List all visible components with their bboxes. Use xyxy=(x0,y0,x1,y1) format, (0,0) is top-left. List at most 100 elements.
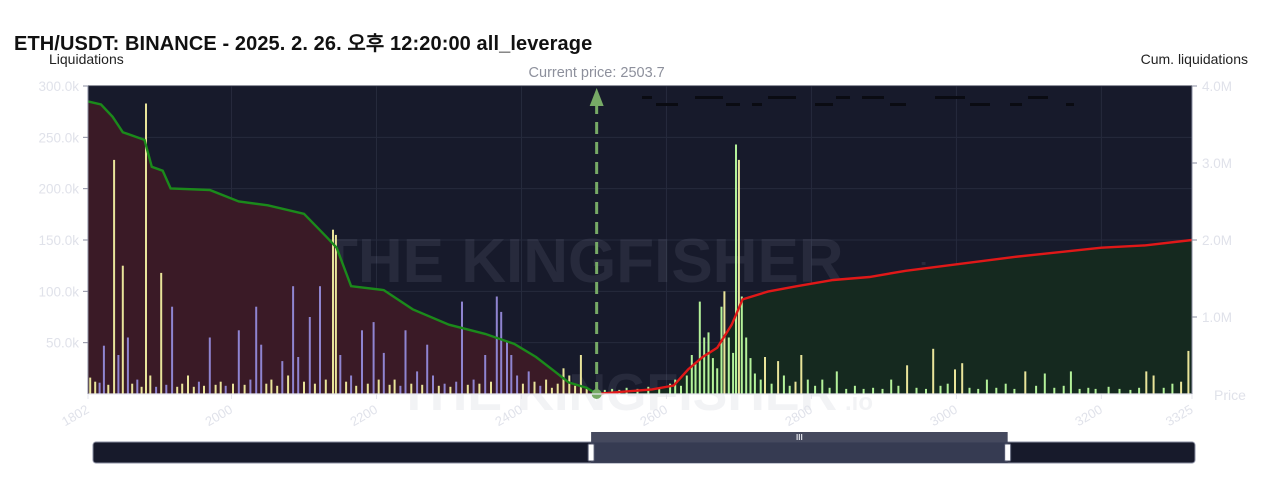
liquidation-bar xyxy=(556,383,559,394)
liquidation-bar xyxy=(828,387,831,394)
liquidation-bar xyxy=(1078,388,1081,394)
liquidation-bar xyxy=(113,159,116,394)
zoom-slider[interactable]: III xyxy=(92,432,1196,464)
liquidation-bar xyxy=(490,381,492,394)
liquidation-bar xyxy=(243,384,246,394)
liquidation-bar xyxy=(382,352,385,394)
liquidation-bar xyxy=(249,379,252,394)
liquidation-bar xyxy=(753,373,756,394)
zoom-slider-window[interactable] xyxy=(591,442,1008,463)
liquidation-bar xyxy=(102,345,105,394)
liquidation-bar xyxy=(265,383,268,394)
liquidation-bar xyxy=(800,355,803,394)
liquidation-bar xyxy=(539,385,542,394)
liquidation-bar xyxy=(579,355,582,394)
liquidation-bar xyxy=(140,386,143,394)
liquidation-bar xyxy=(388,384,391,394)
y-axis-left-ticks: 50.0k 100.0k 150.0k 200.0k 250.0k 300.0k xyxy=(38,79,88,351)
liquidation-bar xyxy=(176,386,179,394)
liquidation-bar xyxy=(711,358,714,394)
liquidation-bar xyxy=(276,385,279,394)
liquidation-bar xyxy=(297,357,300,394)
liquidation-bar xyxy=(723,291,726,394)
liquidation-bar xyxy=(410,383,413,394)
liquidation-bar xyxy=(203,385,205,394)
liquidation-bar xyxy=(906,365,909,394)
liquidation-bar xyxy=(506,340,508,394)
y-right-tick-label: 1.0M xyxy=(1202,310,1232,325)
liquidation-bar xyxy=(461,301,463,394)
liquidation-bar xyxy=(740,296,743,394)
liquidation-bar xyxy=(255,306,258,394)
liquidation-bar xyxy=(131,383,134,394)
liquidation-bar xyxy=(181,383,184,394)
liquidation-bar xyxy=(377,379,380,394)
liquidation-bar xyxy=(197,381,200,394)
x-tick-label: 3325 xyxy=(1163,402,1196,429)
liquidation-bar xyxy=(527,371,530,394)
liquidation-bar xyxy=(94,381,97,394)
liquidation-bar xyxy=(426,344,429,394)
liquidation-bar xyxy=(334,234,337,394)
liquidation-bar xyxy=(332,229,334,394)
long-cumulative-line xyxy=(87,100,598,396)
legend-placeholder xyxy=(642,96,1074,106)
liquidation-bar xyxy=(890,379,893,394)
liquidation-bar xyxy=(1171,383,1174,394)
liquidation-bar xyxy=(961,363,964,394)
liquidation-bar xyxy=(165,384,168,394)
liquidation-bar xyxy=(968,387,971,394)
liquidation-bar xyxy=(303,381,305,394)
zoom-handle-right[interactable] xyxy=(1004,443,1012,462)
liquidation-bar xyxy=(361,330,363,394)
liquidation-bar xyxy=(107,384,110,394)
liquidation-bar xyxy=(574,385,577,394)
y-axis-right-label: Cum. liquidations xyxy=(1141,51,1248,67)
liquidation-bar xyxy=(187,375,189,394)
liquidation-bar xyxy=(985,379,988,394)
liquidation-bar xyxy=(421,384,424,394)
liquidation-bar xyxy=(232,383,234,394)
liquidation-bar xyxy=(853,385,856,394)
liquidation-bar xyxy=(585,388,588,394)
liquidation-bar xyxy=(862,388,865,394)
x-tick-label: 2200 xyxy=(347,402,380,429)
liquidation-bar xyxy=(399,385,402,394)
liquidation-bar xyxy=(707,332,710,394)
liquidation-bar xyxy=(1004,383,1007,394)
liquidation-bar xyxy=(568,375,571,394)
y-right-tick-label: 4.0M xyxy=(1202,79,1232,94)
liquidation-bar xyxy=(171,306,174,394)
liquidation-bar xyxy=(1087,387,1090,394)
x-tick-label: 3200 xyxy=(1072,402,1105,429)
liquidation-bar xyxy=(160,272,163,394)
liquidation-bar xyxy=(788,385,791,394)
x-tick-label: 1802 xyxy=(59,402,92,429)
liquidation-bar xyxy=(698,301,701,394)
liquidation-bar xyxy=(1129,389,1132,394)
liquidation-bar xyxy=(208,337,211,394)
zoom-slider-grip[interactable] xyxy=(591,432,1008,442)
liquidation-bar xyxy=(806,379,809,394)
liquidation-bar xyxy=(550,387,553,394)
liquidation-bar xyxy=(814,385,817,394)
liquidation-bar xyxy=(1035,385,1038,394)
y-right-tick-label: 2.0M xyxy=(1202,233,1232,248)
liquidation-bar xyxy=(881,388,884,394)
y-right-tick-label: 3.0M xyxy=(1202,156,1232,171)
watermark-brand-upper: THE KINGFISHER xyxy=(320,227,844,296)
zoom-handle-left[interactable] xyxy=(587,443,595,462)
zoom-grip-icon: III xyxy=(796,433,803,442)
current-price-arrow-icon xyxy=(589,88,604,106)
liquidation-bar xyxy=(821,379,824,394)
liquidation-bar xyxy=(658,387,661,394)
liquidation-bar xyxy=(835,371,838,394)
liquidation-bar xyxy=(1138,387,1141,394)
liquidation-bar xyxy=(1145,371,1148,394)
x-axis-label: Price xyxy=(1214,387,1246,403)
long-cumulative-area xyxy=(88,101,597,395)
y-left-tick-label: 100.0k xyxy=(38,284,79,299)
y-left-tick-label: 250.0k xyxy=(38,130,79,145)
